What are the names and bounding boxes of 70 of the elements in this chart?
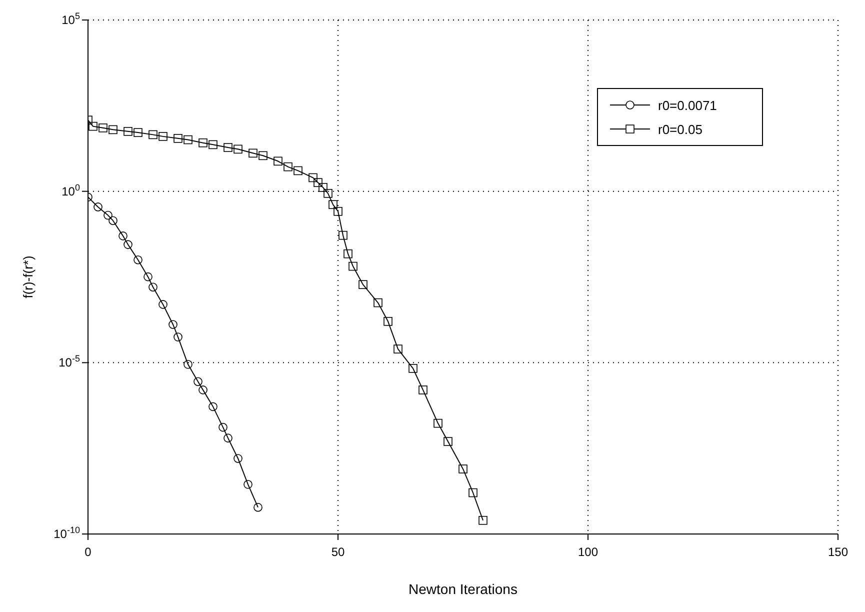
point [224, 143, 232, 152]
point [218, 422, 228, 432]
y-tick-label: 10$^{5}$ [62, 11, 80, 27]
point [208, 140, 218, 150]
point [134, 255, 142, 264]
point [168, 320, 178, 329]
point [194, 377, 202, 386]
x-tick-label: 100 [578, 545, 598, 559]
point [94, 202, 102, 212]
point [444, 437, 452, 446]
point [358, 280, 368, 289]
point [294, 166, 302, 176]
point [108, 216, 118, 225]
point [108, 125, 118, 134]
point [148, 130, 158, 140]
x-tick-label: 0 [84, 545, 92, 559]
point [394, 344, 402, 354]
point [318, 183, 328, 192]
point [124, 127, 132, 136]
point [408, 364, 418, 373]
point [234, 454, 242, 463]
point [134, 128, 142, 137]
point [338, 230, 348, 240]
point [244, 480, 252, 489]
point [224, 434, 232, 442]
y-axis-title: f(r)-f(r*) [20, 256, 36, 298]
point [104, 210, 112, 220]
x-tick-label: 50 [331, 545, 345, 559]
point [468, 488, 478, 498]
point [274, 156, 282, 166]
point [384, 317, 392, 326]
x-axis-title: Newton Iterations [408, 580, 518, 597]
point [144, 272, 152, 282]
point [308, 173, 318, 182]
point [118, 232, 128, 240]
point [158, 132, 168, 141]
point [254, 502, 262, 512]
point [344, 249, 352, 258]
point [88, 122, 98, 131]
legend-label: r0=0.0071 [658, 98, 717, 112]
point [374, 298, 382, 308]
y-tick-label: 10$^{-5}$ [58, 354, 80, 370]
point [198, 138, 208, 148]
point [208, 402, 218, 412]
point [284, 162, 292, 172]
point [98, 123, 108, 132]
point [324, 189, 332, 198]
point [158, 300, 168, 309]
point [174, 134, 182, 143]
point [328, 200, 338, 209]
point [184, 360, 192, 369]
point [478, 516, 488, 525]
point [184, 135, 192, 144]
point [174, 332, 182, 342]
point [434, 418, 442, 428]
y-tick-label: 10$^{-10}$ [54, 525, 80, 541]
point [198, 386, 208, 394]
point [124, 240, 132, 249]
point [148, 282, 158, 292]
point [348, 262, 358, 271]
point [334, 206, 342, 216]
x-tick-label: 150 [828, 545, 848, 559]
y-tick-label: 10$^{0}$ [62, 182, 80, 198]
legend-label: r0=0.05 [658, 122, 702, 136]
point [418, 386, 428, 394]
point [314, 178, 322, 187]
point [458, 464, 468, 474]
point [258, 151, 268, 160]
point [234, 144, 242, 154]
point [248, 148, 258, 158]
